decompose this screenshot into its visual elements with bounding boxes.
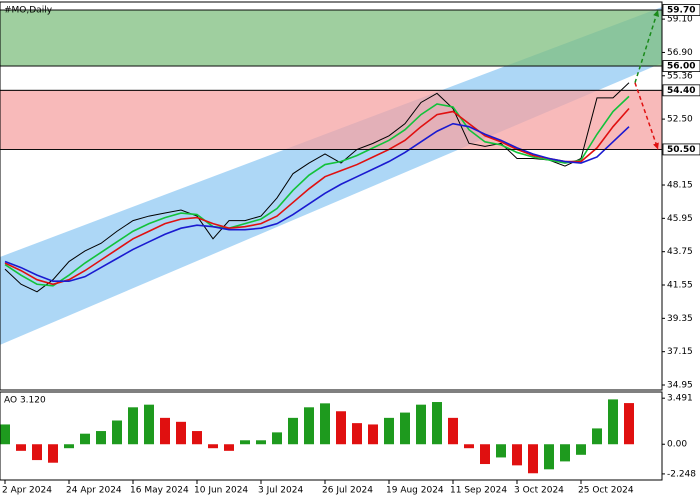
arrow-head [653,142,659,150]
ao-bar [208,444,218,449]
ao-bar [384,417,394,445]
y-tick-label: 59.10 [667,15,693,25]
price-frame [0,1,663,391]
ao-bar [192,431,202,445]
ao-bar [272,432,282,445]
ao-bar [256,440,266,445]
ao-bar [64,444,74,449]
ao-bar [416,404,426,445]
x-tick-label: 3 Oct 2024 [514,486,564,496]
y-tick-label: 0.00 [667,440,687,450]
ao-bar [544,444,554,470]
x-tick-label: 19 Aug 2024 [386,486,444,496]
ao-bar [320,403,330,445]
x-tick-label: 3 Jul 2024 [258,486,303,496]
x-tick-label: 25 Oct 2024 [578,486,634,496]
level-label: 54.40 [667,86,695,96]
x-tick-label: 26 Jul 2024 [322,486,373,496]
zone [0,89,662,150]
y-tick-label: 45.95 [667,214,693,224]
ao-bar [48,444,58,463]
x-tick-label: 10 Jun 2024 [194,486,248,496]
zone [0,9,662,67]
ao-bar [336,411,346,445]
price-line [4,82,630,293]
x-tick-label: 11 Sep 2024 [450,486,507,496]
ao-bar [528,444,538,474]
ao-bar [224,444,234,451]
level-label: 55.36 [667,71,693,81]
ao-bar [144,404,154,445]
y-tick-label: -2.248 [667,469,696,479]
y-tick-label: 52.50 [667,115,693,125]
ao-bar [80,433,90,445]
y-tick-label: 34.95 [667,381,693,391]
x-tick-label: 16 May 2024 [130,486,189,496]
arrow-head [653,10,660,17]
moving-average [4,122,630,283]
target-arrow [634,9,659,83]
level-label: 59.70 [667,6,695,16]
ao-panel [0,399,634,474]
ao-bar [624,403,634,445]
level-box [662,84,700,97]
ao-bar [496,444,506,458]
ao-bar [400,412,410,445]
ao-bar [480,444,490,465]
level-label: 50.50 [667,145,695,155]
x-tick-label: 2 Apr 2024 [2,486,52,496]
chart-title: #MO,Daily [4,6,53,16]
y-tick-label: 56.90 [667,48,693,58]
y-tick-label: 48.15 [667,181,693,191]
moving-average [4,95,630,287]
ao-bar [96,431,106,445]
y-tick-label: 43.75 [667,247,693,257]
target-arrow [634,82,659,150]
level-label: 56.00 [667,62,695,72]
ao-bar [0,424,10,445]
ao-bar [352,423,362,445]
ao-bar [32,444,42,461]
ao-bar [464,444,474,449]
x-tick-label: 24 Apr 2024 [66,486,122,496]
ao-bar [176,421,186,445]
ao-bar [160,417,170,445]
ao-bar [512,444,522,466]
ao-bar [608,399,618,445]
price-panel [0,6,662,345]
y-tick-label: 41.55 [667,281,693,291]
ao-bar [128,407,138,445]
level-box [662,143,700,156]
ao-bar [368,424,378,445]
ao-frame [0,391,663,481]
y-tick-label: 39.35 [667,314,693,324]
level-box [662,60,700,72]
y-tick-label: 37.15 [667,347,693,357]
moving-average [4,107,630,286]
ao-bar [16,444,26,451]
ao-bar [592,428,602,445]
ao-bar [432,402,442,445]
ao-title: AO 3.120 [4,396,46,406]
level-box [662,4,700,16]
ao-bar [304,407,314,445]
ao-bar [240,440,250,445]
ao-bar [448,417,458,445]
ao-bar [288,417,298,445]
ao-bar [112,420,122,445]
ao-bar [560,444,570,462]
ao-bar [576,444,586,455]
y-tick-label: 3.491 [667,394,693,404]
